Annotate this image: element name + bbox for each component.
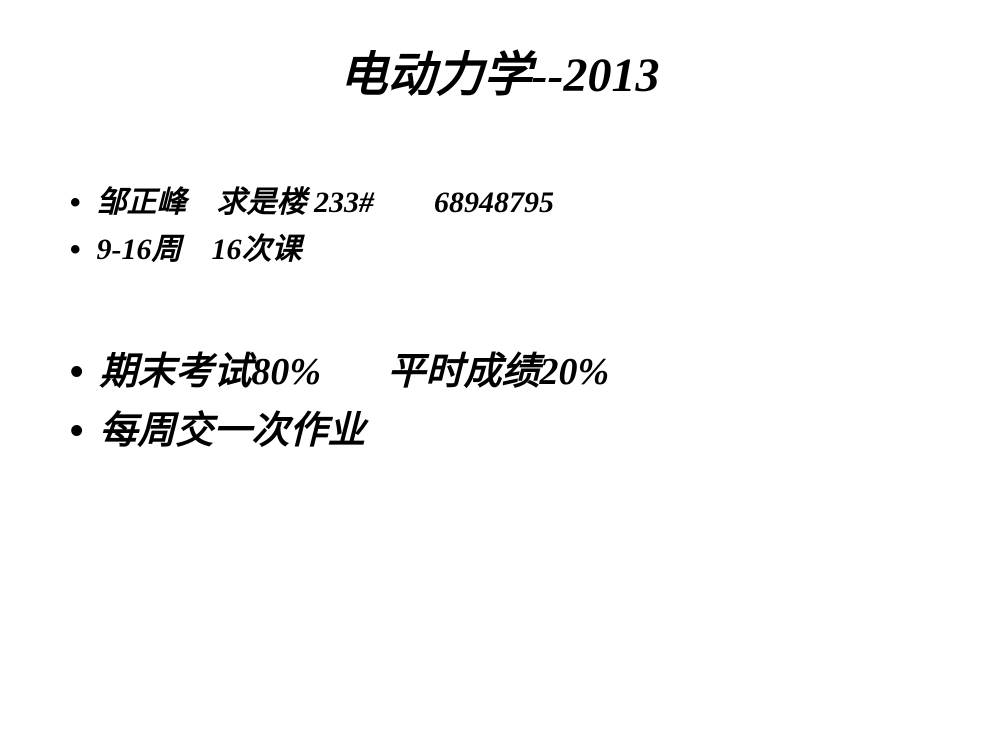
bullet-marker-icon: • bbox=[70, 227, 81, 274]
bullet-text: 每周交一次作业 bbox=[99, 402, 365, 461]
bullet-text: 期末考试80% 平时成绩20% bbox=[99, 343, 609, 402]
bullet-marker-icon: • bbox=[70, 180, 81, 227]
bullet-marker-icon: • bbox=[70, 402, 83, 461]
bullet-group-2: • 期末考试80% 平时成绩20% • 每周交一次作业 bbox=[70, 343, 999, 461]
bullet-text: 9-16周 16次课 bbox=[97, 227, 302, 274]
slide-content: • 邹正峰 求是楼 233# 68948795 • 9-16周 16次课 • 期… bbox=[0, 180, 999, 461]
bullet-item: • 期末考试80% 平时成绩20% bbox=[70, 343, 999, 402]
bullet-item: • 邹正峰 求是楼 233# 68948795 bbox=[70, 180, 999, 227]
bullet-group-1: • 邹正峰 求是楼 233# 68948795 • 9-16周 16次课 bbox=[70, 180, 999, 273]
bullet-text: 邹正峰 求是楼 233# 68948795 bbox=[97, 180, 555, 227]
bullet-item: • 9-16周 16次课 bbox=[70, 227, 999, 274]
bullet-item: • 每周交一次作业 bbox=[70, 402, 999, 461]
slide-title: 电动力学--2013 bbox=[0, 35, 999, 105]
bullet-marker-icon: • bbox=[70, 343, 83, 402]
